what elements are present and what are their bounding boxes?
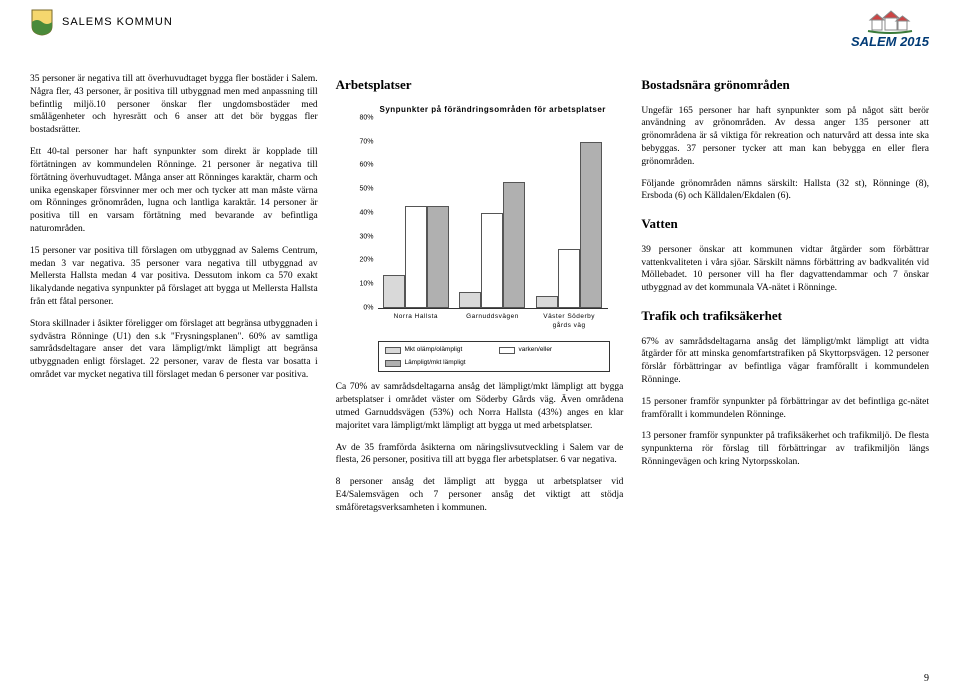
- body-text: 15 personer framför synpunkter på förbät…: [641, 396, 929, 422]
- chart-x-labels: Norra Hallsta Garnuddsvägen Väster Söderby…: [378, 313, 608, 331]
- body-text: Stora skillnader i åsikter föreligger om…: [30, 318, 318, 382]
- chart-bar: [405, 206, 427, 308]
- legend-item: Mkt olämp/olämpligt: [385, 346, 489, 355]
- legend-label: Mkt olämp/olämpligt: [405, 346, 463, 355]
- houses-icon: [866, 8, 914, 34]
- page-header: SALEMS KOMMUN SALEM 2015: [0, 0, 959, 53]
- chart-y-tick: 50%: [350, 185, 374, 194]
- chart-y-tick: 40%: [350, 209, 374, 218]
- body-text: Av de 35 framförda åsikterna om näringsl…: [336, 442, 624, 468]
- chart-bar: [481, 213, 503, 308]
- chart-bar-group: [536, 142, 602, 308]
- legend-swatch: [385, 360, 401, 367]
- body-text: Ungefär 165 personer har haft synpunkter…: [641, 105, 929, 169]
- chart-y-tick: 0%: [350, 304, 374, 313]
- column-3: Bostadsnära grönområden Ungefär 165 pers…: [641, 73, 929, 515]
- chart-y-tick: 80%: [350, 114, 374, 123]
- body-text: Ett 40-tal personer har haft synpunkter …: [30, 146, 318, 236]
- legend-item: Lämpligt/mkt lämpligt: [385, 359, 489, 368]
- body-text: 39 personer önskar att kommunen vidtar å…: [641, 244, 929, 295]
- legend-swatch: [499, 347, 515, 354]
- chart-x-label: Garnuddsvägen: [457, 313, 527, 331]
- legend-label: Lämpligt/mkt lämpligt: [405, 359, 466, 368]
- chart-x-label: Norra Hallsta: [381, 313, 451, 331]
- legend-item: varken/eller: [499, 346, 603, 355]
- body-text: Följande grönområden nämns särskilt: Hal…: [641, 178, 929, 204]
- chart-bar-group: [459, 182, 525, 308]
- body-text: 15 personer var positiva till förslagen …: [30, 245, 318, 309]
- logo-block: SALEM 2015: [851, 8, 929, 49]
- chart-y-tick: 30%: [350, 232, 374, 241]
- heading-gronomraden: Bostadsnära grönområden: [641, 76, 929, 94]
- municipality-name: SALEMS KOMMUN: [62, 16, 173, 28]
- chart-y-tick: 10%: [350, 280, 374, 289]
- chart-bar-group: [383, 206, 449, 308]
- content-area: 35 personer är negativa till att överhuv…: [0, 53, 959, 525]
- chart-x-label: Väster Söderby gårds väg: [534, 313, 604, 331]
- chart-bar: [580, 142, 602, 308]
- heading-arbetsplatser: Arbetsplatser: [336, 76, 624, 94]
- body-text: 35 personer är negativa till att överhuv…: [30, 73, 318, 137]
- municipality-block: SALEMS KOMMUN: [30, 8, 173, 36]
- chart: Synpunkter på förändringsområden för arb…: [350, 105, 610, 373]
- heading-trafik: Trafik och trafiksäkerhet: [641, 307, 929, 325]
- heading-vatten: Vatten: [641, 215, 929, 233]
- chart-bar: [558, 249, 580, 308]
- legend-label: varken/eller: [519, 346, 553, 355]
- chart-bar: [536, 296, 558, 308]
- chart-bar: [383, 275, 405, 308]
- chart-bar: [503, 182, 525, 308]
- chart-y-tick: 70%: [350, 137, 374, 146]
- legend-swatch: [385, 347, 401, 354]
- chart-bar: [459, 292, 481, 309]
- column-2: Arbetsplatser Synpunkter på förändringso…: [336, 73, 624, 515]
- body-text: Ca 70% av samrådsdeltagarna ansåg det lä…: [336, 381, 624, 432]
- chart-y-tick: 60%: [350, 161, 374, 170]
- shield-icon: [30, 8, 54, 36]
- chart-title: Synpunkter på förändringsområden för arb…: [350, 105, 610, 116]
- body-text: 13 personer framför synpunkter på trafik…: [641, 430, 929, 468]
- chart-bar: [427, 206, 449, 308]
- chart-plot-area: 0%10%20%30%40%50%60%70%80%: [378, 119, 608, 309]
- logo-text: SALEM 2015: [851, 34, 929, 49]
- page-number: 9: [924, 673, 929, 684]
- chart-y-tick: 20%: [350, 256, 374, 265]
- body-text: 67% av samrådsdeltagarna ansåg det lämpl…: [641, 336, 929, 387]
- body-text: 8 personer ansåg det lämpligt att bygga …: [336, 476, 624, 514]
- chart-legend: Mkt olämp/olämpligt varken/eller Lämpligt/…: [378, 341, 610, 373]
- column-1: 35 personer är negativa till att överhuv…: [30, 73, 318, 515]
